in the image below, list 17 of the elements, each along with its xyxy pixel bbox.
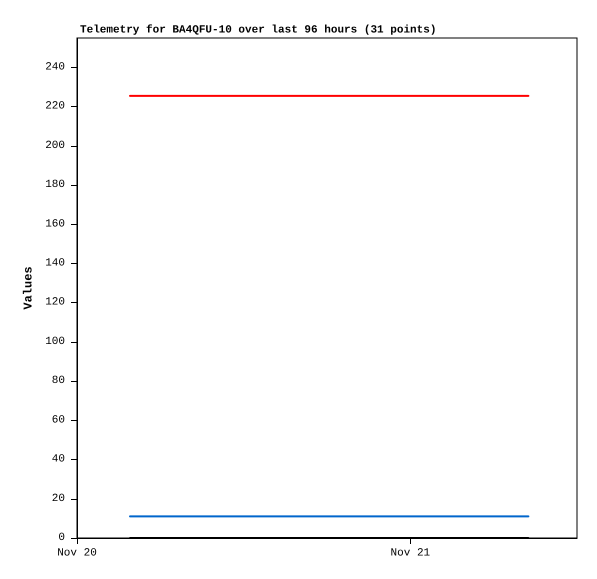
y-tick-label: 160 [45,218,65,230]
y-tick-label: 140 [45,257,65,270]
y-tick-label: 20 [52,492,65,505]
y-tick-label: 120 [45,296,65,309]
y-tick-label: 220 [45,100,65,113]
y-tick-label: 180 [45,179,65,192]
y-tick-label: 60 [52,414,65,426]
y-tick-label: 40 [52,454,65,466]
x-tick-label: Nov 20 [57,548,97,560]
y-tick-label: 0 [58,532,65,544]
y-tick-label: 80 [52,375,65,388]
y-tick-label: 200 [45,140,65,152]
chart-title: Telemetry for BA4QFU-10 over last 96 hours (31 points) [80,24,436,36]
y-tick-label: 100 [45,336,65,348]
x-tick-label: Nov 21 [390,548,431,560]
y-axis-title: Values [21,266,36,310]
y-tick-label: 240 [45,61,65,74]
